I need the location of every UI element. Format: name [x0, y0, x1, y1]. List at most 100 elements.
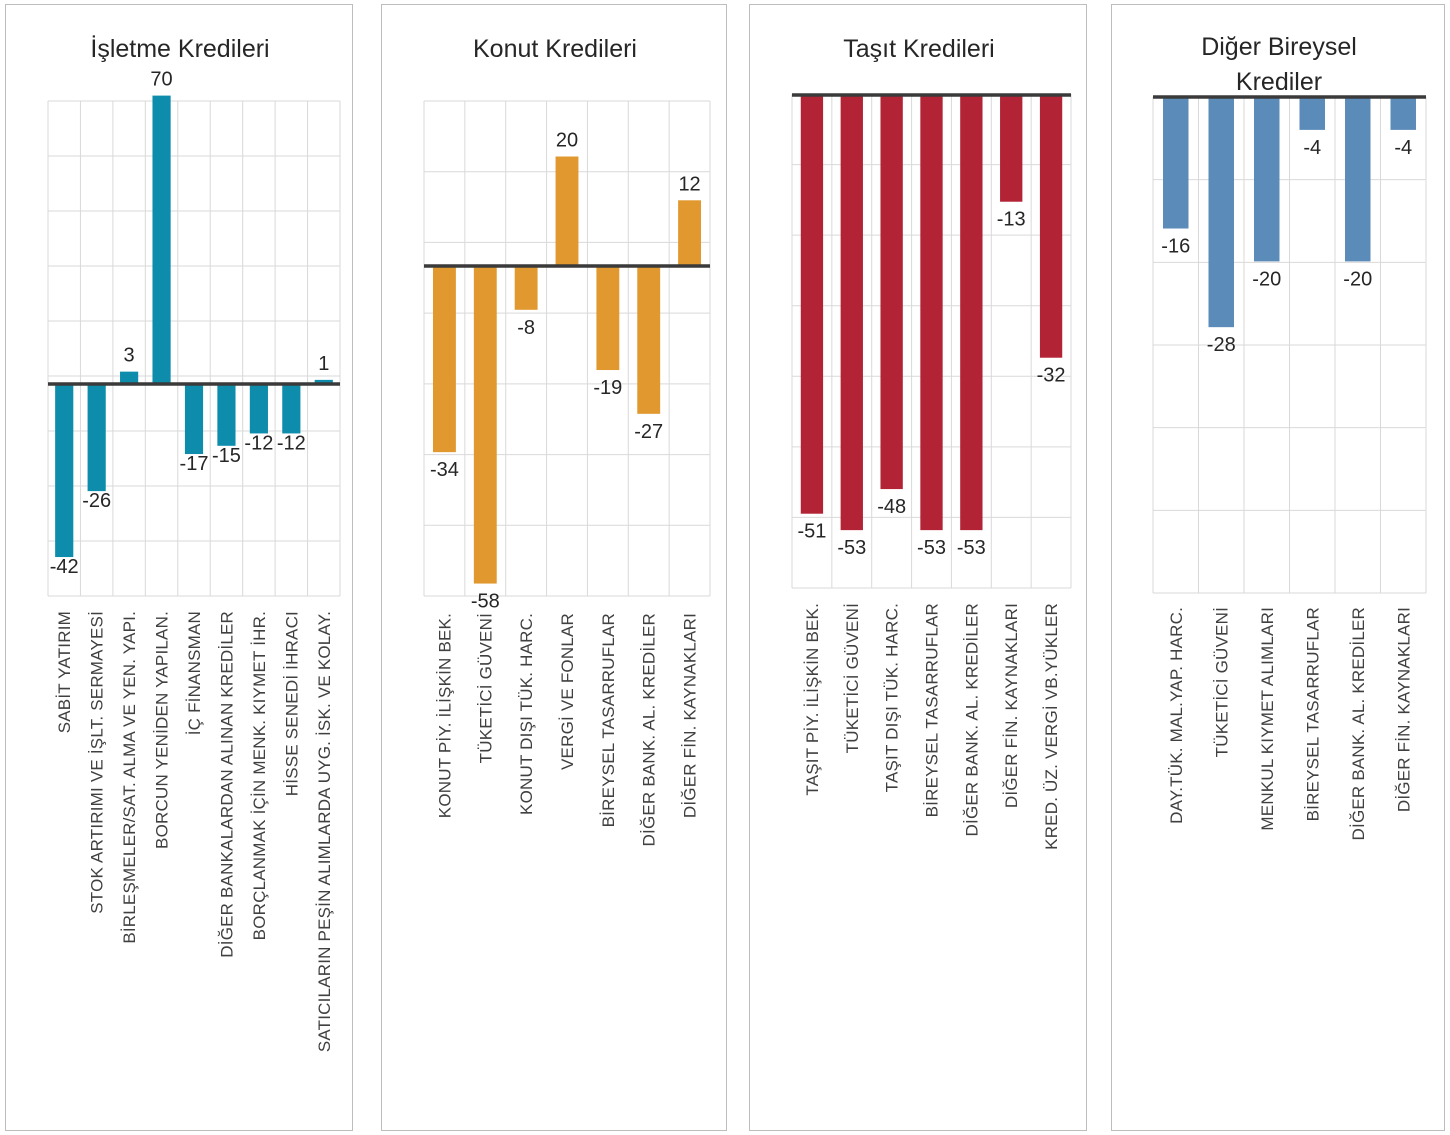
data-label: 1: [318, 353, 329, 375]
gridlines: [47, 100, 341, 597]
bar: [152, 95, 171, 384]
chart-svg: Diğer Bireysel Krediler -16 -28 -20 -4 -20 -4 DA…: [1152, 33, 1427, 840]
data-label: -20: [1343, 268, 1372, 290]
chart-panel: Diğer Bireysel Krediler -16 -28 -20 -4 -20 -4 DA…: [1111, 4, 1445, 1131]
bar: [1345, 97, 1371, 262]
chart-title: İşletme Kredileri: [90, 34, 269, 63]
data-label: 3: [124, 345, 135, 367]
data-label: -12: [277, 432, 306, 454]
category-label: KONUT PİY. İLİŞKİN BEK.: [435, 613, 454, 818]
data-label: -42: [50, 556, 79, 578]
chart-svg: Taşıt Kredileri -51 -53 -48 -53 -53 -13 -32 TAŞI…: [791, 35, 1072, 850]
data-label: 70: [150, 69, 172, 91]
category-label: DİĞER FİN. KAYNAKLARI: [1002, 603, 1021, 808]
bar: [432, 266, 456, 453]
bar: [920, 95, 943, 531]
category-label: KRED. ÜZ. VERGİ VB.YÜKLER: [1042, 603, 1061, 850]
category-label: DİĞER BANK. AL. KREDİLER: [640, 613, 659, 846]
bar: [596, 266, 620, 371]
chart-panel: İşletme Kredileri -42 -26 3 70 -17 -15 -12 -12 1 S…: [5, 4, 353, 1131]
data-label: -27: [634, 421, 663, 443]
bar: [800, 95, 824, 514]
category-label: İÇ FİNANSMAN: [185, 611, 204, 735]
category-label: DİĞER BANK. AL. KREDİLER: [962, 603, 981, 836]
bar: [960, 95, 983, 531]
data-label: -13: [997, 209, 1026, 231]
bar: [282, 384, 301, 434]
category-label: TÜKETİCİ GÜVENİ: [843, 603, 862, 753]
data-label: -16: [1161, 236, 1190, 258]
data-label: -48: [877, 496, 906, 518]
category-label: STOK ARTIRIMI VE İŞLT. SERMAYESİ: [88, 611, 107, 914]
bar: [87, 384, 106, 492]
category-label: BİRLEŞMELER/SAT. ALMA VE YEN. YAPI.: [120, 611, 139, 944]
bar: [555, 156, 579, 266]
category-label: BİREYSEL TASARRUFLAR: [923, 603, 942, 817]
data-label: -53: [957, 537, 986, 559]
chart-title: Diğer Bireysel: [1201, 33, 1357, 61]
data-label: -8: [517, 317, 535, 339]
bar: [1039, 95, 1063, 358]
chart-panel: Konut Kredileri -34 -58 -8 20 -19 -27 12 KONUT P…: [381, 4, 727, 1131]
chart-panel: Taşıt Kredileri -51 -53 -48 -53 -53 -13 -32 TAŞI…: [749, 4, 1087, 1131]
data-label: 12: [678, 173, 700, 195]
data-label: -4: [1303, 137, 1321, 159]
data-label: -4: [1394, 137, 1412, 159]
category-label: TAŞIT PİY. İLİŞKİN BEK.: [803, 603, 822, 796]
data-label: -34: [430, 459, 459, 481]
chart-title: Krediler: [1236, 68, 1322, 96]
data-label: -51: [797, 521, 826, 543]
category-label: TÜKETİCİ GÜVENİ: [1212, 607, 1231, 757]
data-label: -53: [837, 537, 866, 559]
bar: [1163, 97, 1189, 229]
category-label: KONUT DIŞI TÜK. HARC.: [517, 613, 536, 815]
bar: [514, 266, 538, 310]
bar: [637, 266, 661, 414]
category-label: DİĞER BANKALARDAN ALINAN KREDİLER: [217, 611, 236, 958]
data-label: -32: [1037, 365, 1066, 387]
category-label: BORÇLANMAK İÇİN MENK. KIYMET İHR.: [250, 611, 269, 940]
gridlines: [1152, 96, 1427, 594]
bar: [217, 384, 236, 446]
data-label: -12: [244, 432, 273, 454]
category-label: VERGİ VE FONLAR: [558, 613, 577, 770]
data-label: 20: [556, 130, 578, 152]
bar: [473, 266, 497, 584]
data-label: -19: [593, 377, 622, 399]
bar: [120, 371, 139, 384]
data-label: -17: [180, 453, 209, 475]
data-label: -28: [1207, 334, 1236, 356]
data-label: -53: [917, 537, 946, 559]
category-label: TÜKETİCİ GÜVENİ: [476, 613, 495, 763]
bar: [55, 384, 74, 558]
category-label: TAŞIT DIŞI TÜK. HARC.: [883, 603, 902, 792]
category-label: DAY.TÜK. MAL.YAP. HARC.: [1167, 607, 1186, 824]
category-label: BORCUN YENİDEN YAPILAN.: [153, 611, 172, 849]
chart-svg: Konut Kredileri -34 -58 -8 20 -19 -27 12 KONUT P…: [423, 35, 711, 846]
chart-title: Konut Kredileri: [473, 35, 637, 63]
data-label: -20: [1252, 268, 1281, 290]
bar: [880, 95, 903, 490]
data-label: -58: [471, 591, 500, 613]
bar: [840, 95, 863, 531]
category-label: DİĞER FİN. KAYNAKLARI: [1394, 607, 1413, 812]
category-label: SATICILARIN PEŞİN ALIMLARDA UYG. İSK. VE…: [315, 611, 334, 1052]
bar: [249, 384, 268, 434]
category-label: SABİT YATIRIM: [55, 611, 74, 733]
data-label: -15: [212, 445, 241, 467]
bar: [678, 200, 702, 266]
bar: [1254, 97, 1280, 262]
chart-title: Taşıt Kredileri: [843, 35, 994, 63]
category-label: BİREYSEL TASARRUFLAR: [1303, 607, 1322, 821]
bar: [184, 384, 204, 455]
category-label: BİREYSEL TASARRUFLAR: [599, 613, 618, 827]
category-label: MENKUL KIYMET ALIMLARI: [1258, 607, 1277, 831]
bar: [1208, 97, 1234, 328]
category-label: DİĞER BANK. AL. KREDİLER: [1349, 607, 1368, 840]
bar: [1000, 95, 1023, 202]
data-label: -26: [82, 490, 111, 512]
category-label: HİSSE SENEDİ İHRACI: [282, 611, 301, 796]
bar: [1299, 97, 1325, 130]
